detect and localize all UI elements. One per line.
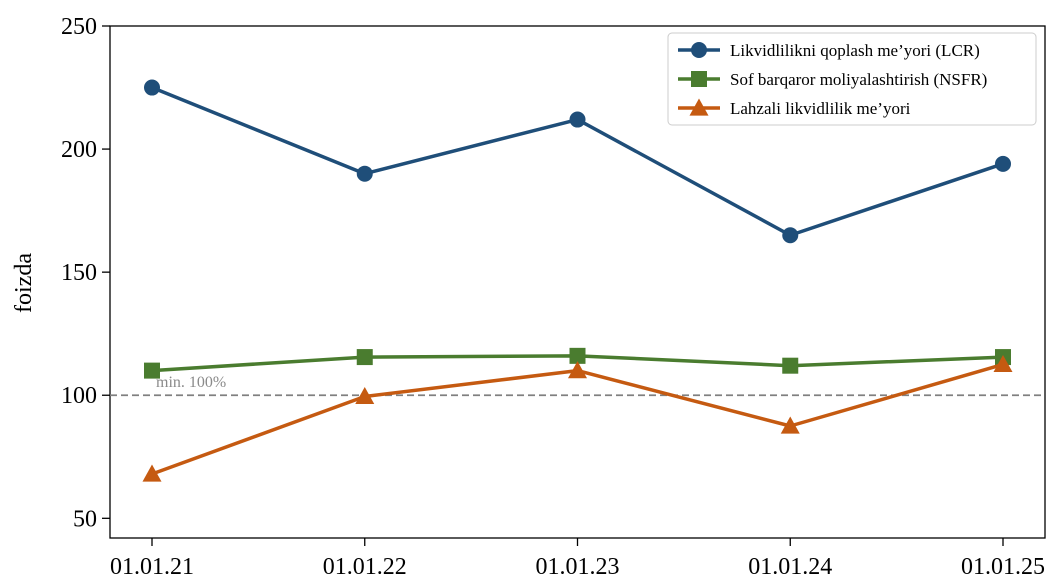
legend-box: [667, 32, 1037, 126]
legend-label: Lahzali likvidlilik me’yori: [730, 99, 911, 118]
legend-label: Likvidlilikni qoplash me’yori (LCR): [730, 41, 980, 60]
y-tick-label: 200: [61, 137, 97, 163]
data-point: [993, 354, 1013, 373]
data-point: [995, 155, 1011, 172]
legend-marker: [689, 98, 709, 116]
axes: 50 100 150 200 250 01.01.21 01.01.22 01.01.23 01…: [61, 14, 1045, 578]
x-tick-label: 01.01.21: [110, 554, 194, 578]
data-point: [780, 416, 800, 434]
y-axis-label: foizda: [11, 253, 37, 313]
legend-marker: [691, 71, 707, 87]
data-point: [356, 165, 373, 182]
series-line: [151, 362, 1004, 476]
reference-line-label: min. 100%: [156, 374, 226, 391]
y-tick-label: 50: [73, 506, 97, 532]
data-point: [355, 386, 375, 405]
data-point: [142, 464, 162, 482]
legend: Likvidlilikni qoplash me’yori (LCR) Sof b…: [667, 32, 1037, 126]
data-point: [356, 349, 373, 366]
series-group: [142, 79, 1013, 482]
data-point: [144, 79, 160, 96]
x-tick-label: 01.01.23: [536, 554, 620, 578]
legend-label: Sof barqaror moliyalashtirish (NSFR): [730, 70, 987, 89]
series-2: [142, 354, 1013, 482]
series-1: [144, 347, 1011, 379]
x-tick-label: 01.01.25: [961, 554, 1045, 578]
y-tick-label: 100: [61, 383, 97, 409]
series-0: [144, 79, 1011, 244]
data-point: [782, 357, 799, 374]
data-point: [568, 361, 587, 379]
legend-marker: [691, 42, 707, 58]
data-point: [569, 111, 586, 128]
data-point: [782, 227, 799, 244]
data-point: [144, 362, 160, 379]
reference-line-group: min. 100%: [110, 374, 1045, 397]
x-tick-label: 01.01.24: [748, 554, 832, 578]
data-point: [569, 347, 586, 364]
y-tick-label: 250: [61, 14, 97, 40]
y-tick-label: 150: [61, 260, 97, 286]
x-tick-label: 01.01.22: [323, 554, 407, 578]
